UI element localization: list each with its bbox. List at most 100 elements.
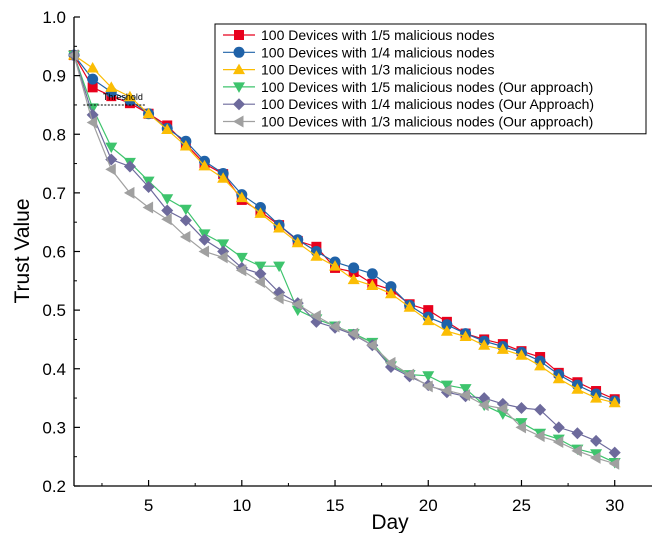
series-3-point: [86, 62, 99, 73]
threshold-label: Threshold: [103, 92, 143, 102]
series-5-point: [161, 204, 174, 217]
legend-swatch-marker: [233, 98, 245, 111]
legend-entry-3: 100 Devices with 1/3 malicious nodes: [223, 62, 494, 78]
y-tick-label: 0.9: [42, 67, 66, 86]
series-3-point: [478, 339, 491, 350]
series-6-point: [310, 309, 321, 322]
series-4-point: [273, 261, 286, 273]
series-6-point: [403, 368, 415, 381]
series-3-point: [179, 139, 192, 151]
legend-label: 100 Devices with 1/3 malicious nodes: [261, 62, 494, 78]
plot-area: Threshold: [68, 49, 621, 470]
series-6-point: [235, 264, 247, 277]
series-3-point: [496, 343, 509, 354]
series-6-point: [291, 298, 303, 311]
series-4-point: [217, 239, 230, 250]
series-6-point: [422, 380, 433, 393]
series-6-point: [347, 327, 359, 340]
series-3-point: [366, 279, 379, 291]
series-5-point: [142, 181, 155, 194]
series-2-point: [87, 73, 99, 85]
series-3-point: [608, 396, 621, 408]
series-6-point: [571, 444, 582, 457]
series-6-point: [459, 389, 471, 402]
series-3-point: [534, 359, 547, 371]
y-axis-title: Trust Value: [11, 198, 34, 303]
series-3-point: [552, 372, 565, 384]
series-3-point: [571, 383, 584, 394]
legend-entry-4: 100 Devices with 1/5 malicious nodes (Ou…: [223, 79, 593, 95]
y-tick-label: 0.7: [42, 184, 66, 203]
y-tick-label: 0.8: [42, 125, 66, 144]
series-3-point: [590, 392, 603, 403]
series-6-point: [515, 421, 526, 434]
series-4-point: [422, 371, 435, 382]
series-4-point: [254, 261, 267, 273]
series-6-point: [478, 399, 489, 412]
series-6-point: [273, 292, 284, 305]
series-3-point: [217, 172, 230, 183]
legend-swatch-marker: [233, 46, 245, 58]
series-3-point: [347, 273, 360, 285]
series-5-point: [198, 233, 211, 246]
series-1-point: [87, 82, 98, 93]
series-5-point: [179, 214, 192, 227]
series-5-point: [515, 402, 528, 415]
series-6-point: [198, 245, 210, 258]
legend-label: 100 Devices with 1/4 malicious nodes: [261, 44, 494, 60]
series-6-point: [254, 275, 265, 288]
legend-label: 100 Devices with 1/5 malicious nodes: [261, 27, 494, 43]
series-1-point: [423, 305, 434, 316]
series-3-point: [403, 301, 416, 312]
series-4-point: [161, 194, 174, 205]
series-2-point: [441, 319, 453, 331]
series-4-point: [179, 204, 192, 216]
legend-entry-1: 100 Devices with 1/5 malicious nodes: [223, 27, 494, 43]
x-tick-label: 30: [605, 496, 624, 515]
series-6-point: [534, 430, 545, 443]
series-4-point: [459, 384, 472, 395]
series-5-point: [608, 446, 621, 459]
y-tick-label: 0.2: [42, 477, 66, 496]
series-3-point: [459, 330, 472, 342]
y-tick-label: 1.0: [42, 8, 66, 27]
series-4-point: [515, 418, 528, 429]
series-3-point: [123, 90, 136, 102]
legend-label: 100 Devices with 1/5 malicious nodes (Ou…: [261, 79, 593, 95]
series-3-point: [310, 250, 323, 261]
series-6-point: [366, 339, 377, 352]
series-6-point: [142, 201, 154, 214]
series-6-point: [86, 116, 98, 129]
series-4-point: [440, 380, 453, 392]
legend-swatch-marker: [233, 63, 245, 75]
legend: 100 Devices with 1/5 malicious nodes100 …: [214, 23, 647, 135]
axes: 0.2 0.3 0.4 0.5 0.6 0.7 0.8 0.9 1.0 5 10 15 20 25 30: [42, 8, 652, 515]
series-5-point: [254, 267, 267, 280]
legend-swatch-marker: [234, 30, 244, 40]
series-3-point: [515, 349, 528, 360]
series-3-point: [105, 81, 118, 92]
y-tick-label: 0.6: [42, 243, 66, 262]
series-6-point: [329, 320, 340, 333]
legend-swatch-marker: [233, 82, 245, 93]
legend-entry-6: 100 Devices with 1/3 malicious nodes (Ou…: [223, 114, 593, 130]
series-3-point: [161, 123, 174, 135]
series-6-point: [440, 384, 452, 397]
series-3-point: [422, 314, 435, 326]
legend-label: 100 Devices with 1/3 malicious nodes (Ou…: [261, 114, 593, 130]
series-5-point: [123, 160, 136, 173]
series-6-point: [123, 186, 135, 199]
series-5-point: [534, 403, 547, 416]
x-tick-label: 25: [512, 496, 531, 515]
series-5-point: [590, 434, 603, 447]
series-6-point: [552, 436, 564, 449]
series-6-point: [179, 230, 191, 243]
series-3: [68, 49, 621, 408]
x-tick-label: 5: [144, 496, 153, 515]
series-6-point: [608, 457, 620, 470]
series-3-point: [291, 236, 304, 248]
series-2-point: [385, 281, 397, 293]
series-6-point: [590, 451, 601, 464]
series-2-point: [348, 262, 360, 274]
series-4-point: [105, 142, 118, 154]
